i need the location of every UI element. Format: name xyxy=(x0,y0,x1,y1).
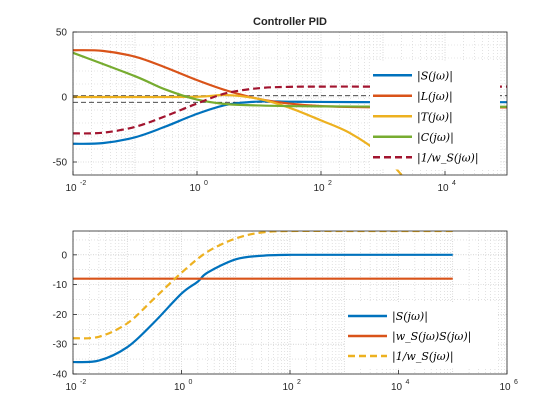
legend-label: |w_S(jω)S(jω)| xyxy=(392,330,471,344)
legend-label: |L(jω)| xyxy=(417,90,453,104)
x-tick-exponent: 4 xyxy=(452,180,456,187)
x-tick-label: 10 xyxy=(65,183,77,194)
x-tick-label: 10 xyxy=(174,382,186,393)
legend-label: |1/w_S(jω)| xyxy=(392,350,454,364)
x-tick-label: 10 xyxy=(499,382,511,393)
x-tick-label: 10 xyxy=(313,183,325,194)
legend: |S(jω)| |w_S(jω)S(jω)| |1/w_S(jω)| xyxy=(345,302,497,368)
x-tick-exponent: 0 xyxy=(204,180,208,187)
x-tick-label: 10 xyxy=(65,382,77,393)
x-tick-exponent: -2 xyxy=(80,180,86,187)
x-tick-label: 10 xyxy=(437,183,449,194)
y-tick-label: -20 xyxy=(53,310,68,321)
x-tick-label: 10 xyxy=(282,382,294,393)
x-tick-exponent: 0 xyxy=(189,379,193,386)
legend-label: |S(jω)| xyxy=(392,310,428,324)
x-tick-exponent: 6 xyxy=(514,379,518,386)
x-tick-label: 10 xyxy=(391,382,403,393)
x-tick-exponent: 2 xyxy=(328,180,332,187)
series-line-2 xyxy=(73,231,453,340)
y-tick-label: 0 xyxy=(61,93,67,104)
x-tick-exponent: -2 xyxy=(80,379,86,386)
series-line-2 xyxy=(73,93,403,175)
y-tick-label: -50 xyxy=(53,158,68,169)
x-tick-exponent: 2 xyxy=(297,379,301,386)
legend-label: |S(jω)| xyxy=(417,69,453,83)
grid xyxy=(72,231,508,375)
y-tick-label: -30 xyxy=(53,340,68,351)
x-tick-label: 10 xyxy=(189,183,201,194)
chart-title: Controller PID xyxy=(253,16,327,28)
legend-label: |1/w_S(jω)| xyxy=(417,151,479,165)
legend-label: |T(jω)| xyxy=(417,110,453,124)
series-group xyxy=(73,231,453,364)
axes-box xyxy=(72,31,508,176)
legend-label: |C(jω)| xyxy=(417,131,454,145)
series-line-0 xyxy=(73,253,453,364)
y-tick-label: -40 xyxy=(53,370,68,381)
y-tick-label: 50 xyxy=(56,28,68,39)
y-tick-label: -10 xyxy=(53,280,68,291)
y-tick-label: 0 xyxy=(61,250,67,261)
x-tick-exponent: 4 xyxy=(406,379,410,386)
legend: |S(jω)| |L(jω)| |T(jω)| |C(jω)| |1/w_S(jω)| xyxy=(370,61,500,170)
